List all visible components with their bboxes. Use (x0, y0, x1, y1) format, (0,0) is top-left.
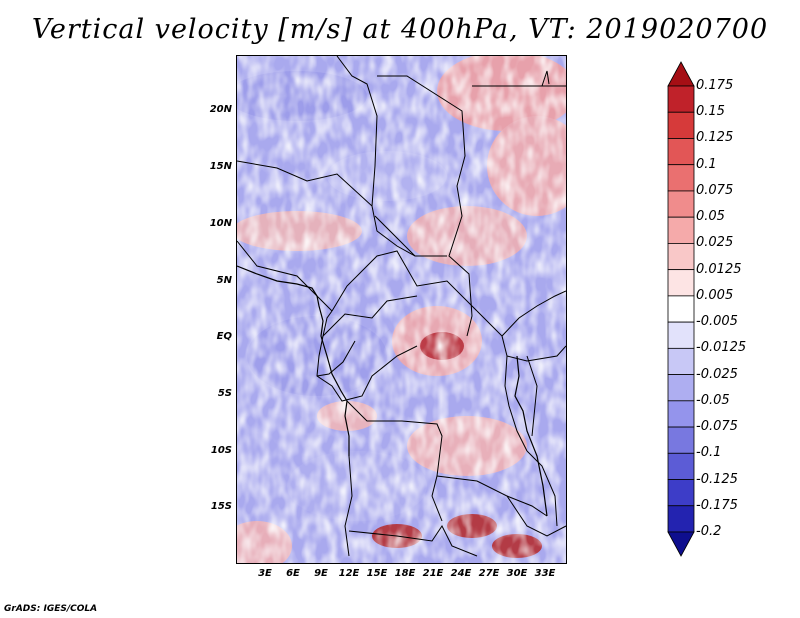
velocity-field (237, 56, 566, 563)
lat-label: 10S (210, 445, 232, 456)
lon-label: 27E (478, 568, 500, 579)
lon-label: 15E (366, 568, 388, 579)
lon-label: 21E (422, 568, 444, 579)
colorbar-top-arrow (667, 61, 695, 87)
lat-label: EQ (216, 331, 232, 342)
colorbar-label: -0.05 (696, 392, 730, 408)
lat-label: 20N (209, 104, 232, 115)
colorbar-swatch (667, 216, 695, 244)
colorbar-swatch (667, 295, 695, 323)
lat-label: 10N (209, 218, 232, 229)
colorbar-swatch (667, 374, 695, 402)
map-panel (236, 55, 567, 564)
colorbar-swatch (667, 400, 695, 428)
colorbar-label: -0.125 (696, 471, 738, 487)
lon-label: 18E (394, 568, 416, 579)
coastline (237, 265, 548, 517)
lon-label: 6E (286, 568, 300, 579)
colorbar-swatch (667, 505, 695, 533)
colorbar-swatch (667, 269, 695, 297)
colorbar-label: 0.1 (696, 156, 717, 172)
map-title: Vertical velocity [m/s] at 400hPa, VT: 2… (31, 14, 769, 45)
colorbar-swatch (667, 321, 695, 349)
colorbar-label: 0.005 (696, 287, 734, 303)
lon-label: 12E (338, 568, 360, 579)
grads-credit: GrADS: IGES/COLA (4, 604, 98, 614)
colorbar-swatch (667, 164, 695, 192)
colorbar-label: -0.005 (696, 314, 738, 330)
lon-label: 33E (534, 568, 556, 579)
colorbar-swatch (667, 426, 695, 454)
colorbar-swatch (667, 190, 695, 218)
colorbar-label: 0.0125 (696, 261, 742, 277)
lat-label: 15S (210, 501, 232, 512)
colorbar-label: 0.025 (696, 235, 734, 251)
colorbar-label: -0.075 (696, 419, 738, 435)
colorbar-swatch (667, 243, 695, 271)
colorbar-label: 0.175 (696, 78, 734, 93)
colorbar-label: -0.2 (696, 524, 722, 539)
colorbar-label: -0.0125 (696, 340, 747, 356)
colorbar-label: -0.1 (696, 445, 722, 461)
colorbar-label: -0.175 (696, 497, 738, 513)
colorbar-swatch (667, 85, 695, 113)
colorbar-swatch (667, 111, 695, 139)
colorbar-swatch (667, 452, 695, 480)
lon-label: 24E (450, 568, 472, 579)
colorbar-swatch (667, 138, 695, 166)
colorbar-swatch (667, 479, 695, 507)
colorbar-label: 0.075 (696, 182, 734, 198)
lon-label: 3E (258, 568, 272, 579)
lat-label: 5N (216, 275, 232, 286)
field-texture (237, 56, 566, 563)
lat-label: 5S (217, 388, 232, 399)
colorbar-label: 0.05 (696, 209, 725, 225)
lon-label: 9E (314, 568, 328, 579)
colorbar-swatch (667, 347, 695, 375)
lat-label: 15N (209, 161, 232, 172)
colorbar-label: -0.025 (696, 366, 738, 382)
country-borders (237, 56, 566, 557)
colorbar-label: 0.125 (696, 130, 734, 146)
colorbar-bottom-arrow (667, 531, 695, 557)
colorbar (667, 61, 695, 557)
colorbar-label: 0.15 (696, 104, 725, 120)
lon-label: 30E (506, 568, 528, 579)
